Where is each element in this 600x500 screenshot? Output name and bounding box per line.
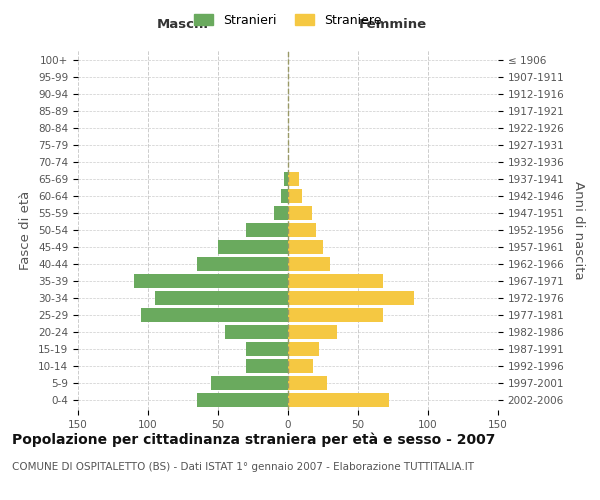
Bar xyxy=(225,325,288,338)
Bar xyxy=(288,325,337,338)
Bar xyxy=(288,291,414,304)
Bar xyxy=(197,257,288,271)
Bar xyxy=(218,240,288,254)
Bar xyxy=(288,189,302,203)
Bar xyxy=(288,257,330,271)
Bar xyxy=(288,223,316,237)
Bar xyxy=(288,240,323,254)
Bar xyxy=(288,342,319,355)
Bar xyxy=(246,342,288,355)
Bar xyxy=(197,393,288,406)
Bar xyxy=(288,172,299,186)
Bar xyxy=(246,223,288,237)
Bar xyxy=(288,393,389,406)
Text: Femmine: Femmine xyxy=(359,18,427,32)
Y-axis label: Anni di nascita: Anni di nascita xyxy=(572,180,586,280)
Bar xyxy=(246,359,288,372)
Bar xyxy=(288,376,327,390)
Bar xyxy=(284,172,288,186)
Y-axis label: Fasce di età: Fasce di età xyxy=(19,190,32,270)
Bar xyxy=(288,359,313,372)
Text: Popolazione per cittadinanza straniera per età e sesso - 2007: Popolazione per cittadinanza straniera p… xyxy=(12,432,496,447)
Bar xyxy=(274,206,288,220)
Bar xyxy=(155,291,288,304)
Bar xyxy=(281,189,288,203)
Bar xyxy=(141,308,288,322)
Bar xyxy=(211,376,288,390)
Bar xyxy=(134,274,288,287)
Bar xyxy=(288,206,312,220)
Bar xyxy=(288,308,383,322)
Bar xyxy=(288,274,383,287)
Legend: Stranieri, Straniere: Stranieri, Straniere xyxy=(190,8,386,32)
Text: COMUNE DI OSPITALETTO (BS) - Dati ISTAT 1° gennaio 2007 - Elaborazione TUTTITALI: COMUNE DI OSPITALETTO (BS) - Dati ISTAT … xyxy=(12,462,474,472)
Text: Maschi: Maschi xyxy=(157,18,209,32)
